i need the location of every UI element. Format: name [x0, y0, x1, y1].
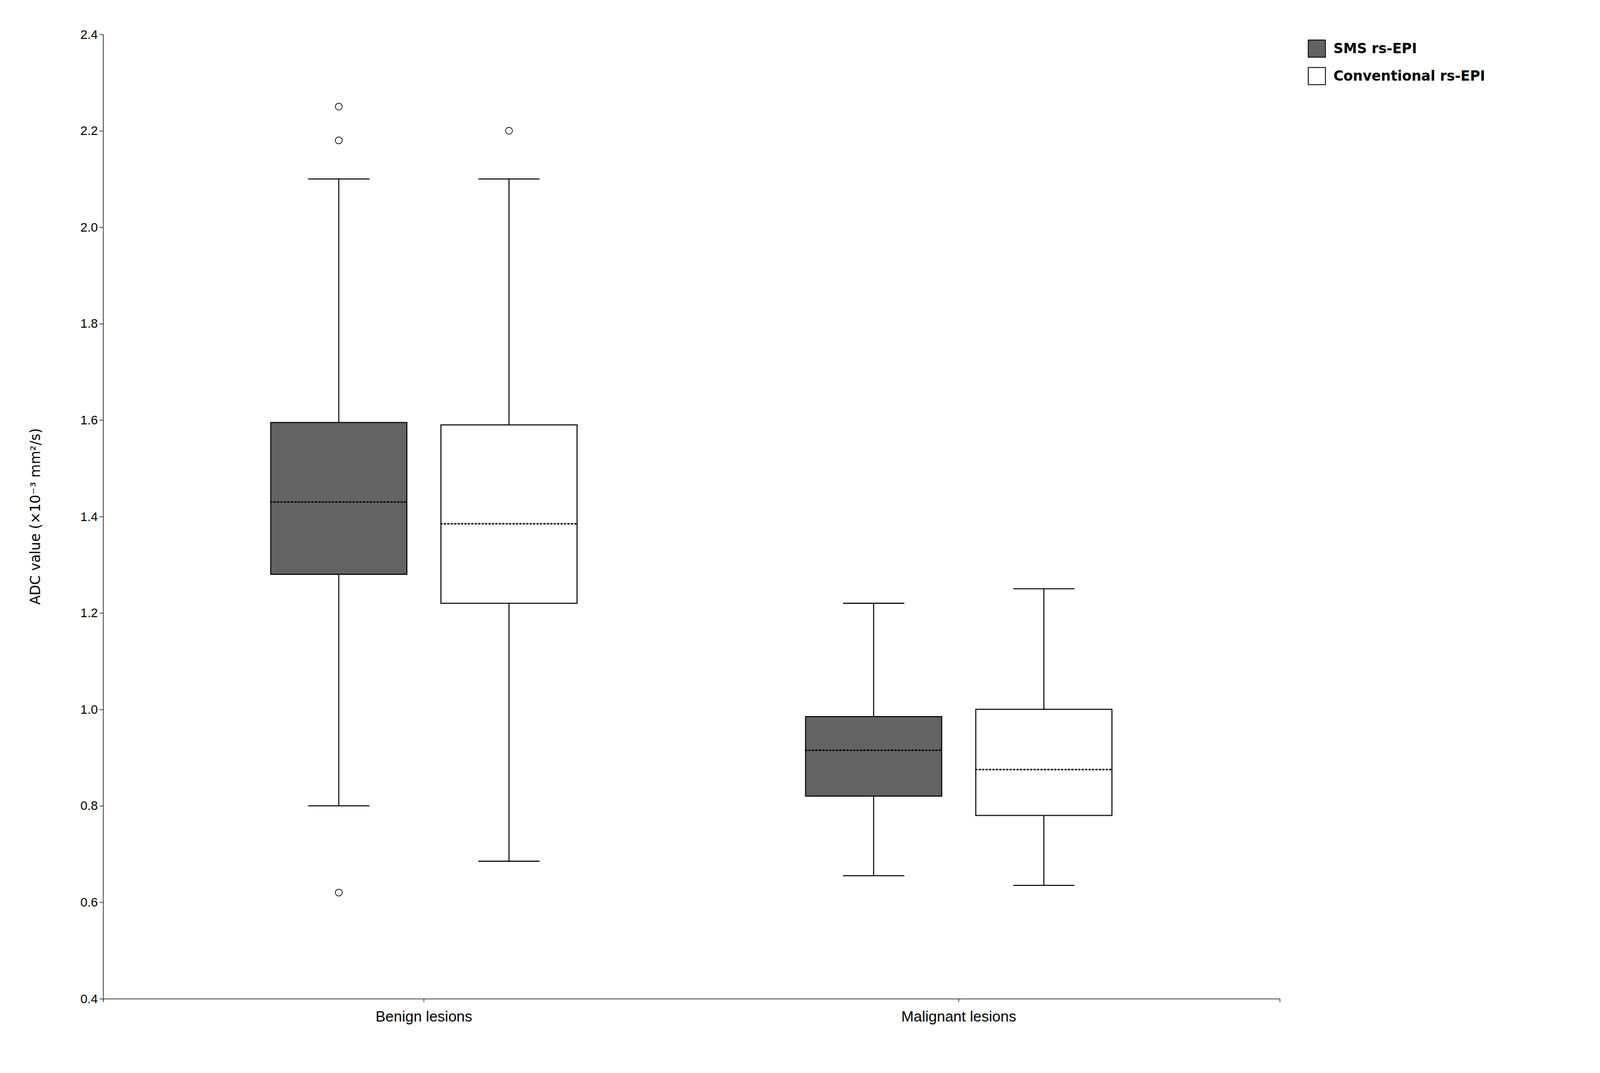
outlier [335, 102, 343, 110]
y-tick-mark [99, 130, 103, 132]
y-axis: 0.4 0.6 0.8 1.0 1.2 1.4 1.6 1.8 2.0 2.2 2.4 [80, 27, 103, 1007]
y-tick-mark [99, 323, 103, 325]
y-tick: 0.4 [80, 991, 103, 1007]
y-tick: 0.6 [80, 895, 103, 910]
x-tick: Malignant lesions [901, 998, 1017, 1026]
y-tick-label: 1.4 [80, 509, 98, 524]
legend-swatch [1308, 40, 1326, 58]
x-tick-mark [958, 998, 960, 1003]
y-tick-label: 1.6 [80, 413, 98, 428]
y-tick-label: 0.6 [80, 895, 98, 910]
box [805, 603, 942, 876]
y-tick-label: 0.8 [80, 798, 98, 813]
legend-label: SMS rs-EPI [1333, 40, 1417, 57]
y-tick: 1.0 [80, 702, 103, 717]
y-tick-label: 2.4 [80, 27, 98, 42]
median [805, 749, 942, 752]
y-tick-mark [99, 998, 103, 1000]
whisker-cap-high [308, 178, 370, 180]
y-tick: 1.8 [80, 316, 103, 331]
plot-root: 0.4 0.6 0.8 1.0 1.2 1.4 1.6 1.8 2.0 2.2 2.4 Benign … [27, 27, 1281, 1026]
whisker-high [1043, 588, 1045, 710]
legend-item: SMS rs-EPI [1308, 40, 1417, 58]
whisker-cap-low [1013, 884, 1075, 887]
x-tick: Benign lesions [375, 998, 472, 1026]
y-tick-mark [99, 806, 103, 807]
y-tick-mark [99, 516, 103, 518]
whisker-low [508, 603, 510, 862]
box-body [975, 709, 1113, 816]
y-tick-mark [99, 902, 103, 903]
whisker-cap-high [843, 602, 905, 605]
outlier [335, 136, 343, 144]
whisker-high [338, 179, 340, 423]
y-tick: 1.6 [80, 413, 103, 428]
box [441, 127, 578, 862]
x-axis: Benign lesions Malignant lesions [103, 998, 1281, 1026]
y-axis-title: ADC value (×10⁻³ mm²/s) [27, 428, 44, 606]
x-tick-label: Malignant lesions [901, 1007, 1017, 1026]
whisker-cap-low [308, 805, 370, 807]
legend-swatch [1308, 67, 1326, 85]
y-tick-mark [99, 613, 103, 614]
y-tick: 2.4 [80, 27, 103, 42]
chart: 0.4 0.6 0.8 1.0 1.2 1.4 1.6 1.8 2.0 2.2 2.4 Benign … [0, 0, 1600, 1073]
median [441, 522, 578, 525]
outlier [335, 889, 343, 897]
y-tick: 1.2 [80, 605, 103, 621]
y-tick-label: 0.4 [80, 991, 98, 1007]
whisker-low [872, 796, 875, 876]
whisker-cap-low [478, 860, 540, 863]
x-tick-label: Benign lesions [375, 1007, 472, 1026]
y-tick-mark [99, 709, 103, 710]
whisker-cap-low [843, 875, 905, 877]
whisker-low [338, 574, 340, 807]
y-tick-label: 2.2 [80, 123, 98, 138]
y-tick-label: 2.0 [80, 220, 98, 235]
whisker-high [872, 603, 875, 717]
x-tick-mark [423, 998, 425, 1003]
whisker-cap-high [1013, 588, 1075, 590]
y-tick-mark [99, 419, 103, 421]
legend: SMS rs-EPI Conventional rs-EPI [1308, 40, 1486, 85]
legend-label: Conventional rs-EPI [1333, 68, 1486, 85]
legend-item: Conventional rs-EPI [1308, 67, 1486, 85]
y-tick-mark [99, 34, 103, 35]
whisker-low [1043, 815, 1045, 886]
whisker-cap-high [478, 178, 540, 180]
y-tick: 2.0 [80, 220, 103, 235]
median [270, 501, 407, 503]
y-tick: 2.2 [80, 123, 103, 138]
series-group [441, 127, 1113, 886]
median [975, 768, 1113, 771]
y-axis-line [99, 34, 104, 1000]
y-tick-label: 1.8 [80, 316, 98, 331]
y-tick-mark [99, 227, 103, 228]
box-body [441, 425, 578, 604]
box [270, 102, 407, 896]
y-tick: 1.4 [80, 509, 103, 524]
marks [270, 102, 1113, 896]
y-tick: 0.8 [80, 798, 103, 813]
outlier [505, 127, 513, 135]
series-group [270, 102, 942, 896]
box-body [805, 716, 942, 797]
box [975, 588, 1113, 885]
x-axis-line [103, 999, 1281, 1003]
y-tick-label: 1.0 [80, 702, 98, 717]
whisker-high [508, 179, 510, 426]
y-tick-label: 1.2 [80, 605, 98, 621]
box-body [270, 422, 407, 575]
